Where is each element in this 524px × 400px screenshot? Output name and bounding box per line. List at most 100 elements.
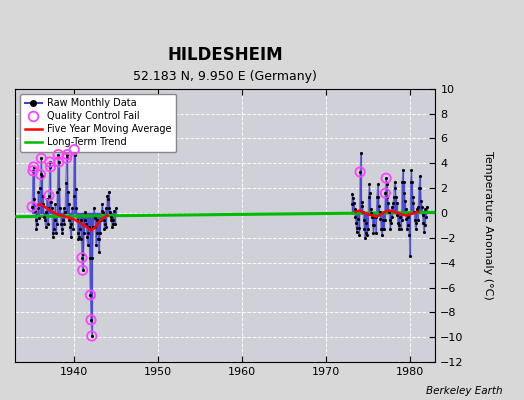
Point	[353, 228, 361, 235]
Point	[350, 200, 358, 206]
Point	[351, 214, 359, 220]
Point	[106, 214, 115, 220]
Point	[38, 172, 46, 179]
Point	[41, 224, 50, 230]
Point	[106, 208, 114, 215]
Point	[38, 192, 47, 199]
Point	[409, 200, 418, 206]
Point	[105, 205, 114, 211]
Point	[413, 206, 421, 212]
Point	[367, 210, 376, 216]
Point	[77, 217, 85, 224]
Point	[387, 204, 396, 210]
Point	[356, 169, 364, 175]
Point	[64, 201, 73, 208]
Point	[84, 230, 92, 236]
Point	[51, 201, 59, 208]
Point	[418, 204, 426, 210]
Point	[79, 267, 87, 273]
Point	[395, 222, 403, 229]
Point	[370, 214, 379, 220]
Point	[39, 201, 48, 208]
Point	[34, 205, 42, 211]
Point	[407, 166, 416, 173]
Point	[368, 214, 376, 220]
Point	[34, 189, 42, 195]
Point	[58, 230, 67, 236]
Point	[46, 164, 54, 170]
Point	[110, 207, 118, 214]
Point	[96, 217, 105, 224]
Point	[100, 226, 108, 232]
Point	[413, 217, 422, 224]
Point	[403, 222, 412, 229]
Point	[393, 212, 401, 219]
Point	[75, 226, 84, 232]
Point	[357, 150, 365, 156]
Point	[381, 190, 389, 196]
Point	[49, 234, 57, 240]
Point	[69, 192, 78, 199]
Point	[418, 212, 427, 219]
Point	[354, 216, 362, 222]
Point	[90, 205, 98, 211]
Point	[29, 164, 38, 170]
Point	[366, 190, 374, 196]
Y-axis label: Temperature Anomaly (°C): Temperature Anomaly (°C)	[483, 151, 493, 300]
Point	[52, 230, 60, 236]
Point	[60, 205, 68, 211]
Point	[412, 220, 420, 226]
Point	[414, 204, 422, 210]
Point	[415, 185, 423, 191]
Point	[363, 232, 372, 238]
Point	[45, 192, 53, 199]
Point	[403, 226, 411, 232]
Point	[37, 155, 46, 162]
Point	[74, 236, 83, 242]
Point	[375, 202, 383, 209]
Point	[62, 155, 71, 162]
Point	[399, 166, 407, 173]
Point	[57, 221, 65, 227]
Point	[399, 179, 408, 185]
Point	[103, 192, 112, 199]
Point	[71, 186, 80, 192]
Point	[64, 189, 72, 195]
Point	[374, 181, 382, 188]
Point	[406, 253, 414, 260]
Point	[410, 208, 418, 215]
Point	[405, 232, 413, 238]
Point	[88, 254, 96, 261]
Point	[397, 226, 405, 232]
Point	[391, 194, 400, 200]
Point	[90, 215, 99, 221]
Point	[54, 151, 62, 158]
Point	[405, 214, 413, 220]
Point	[36, 171, 45, 178]
Point	[40, 214, 48, 220]
Point	[92, 230, 101, 236]
Point	[43, 221, 52, 227]
Point	[377, 226, 385, 232]
Point	[364, 194, 373, 200]
Point	[357, 199, 366, 205]
Text: Berkeley Earth: Berkeley Earth	[427, 386, 503, 396]
Point	[383, 194, 391, 200]
Point	[82, 221, 90, 227]
Point	[54, 151, 62, 158]
Point	[376, 208, 384, 215]
Point	[31, 207, 39, 214]
Point	[81, 208, 90, 215]
Point	[28, 204, 36, 210]
Point	[60, 221, 69, 227]
Point	[79, 267, 87, 273]
Point	[370, 222, 378, 229]
Point	[382, 175, 390, 182]
Point	[374, 194, 383, 200]
Point	[63, 151, 71, 158]
Point	[46, 159, 54, 165]
Point	[36, 171, 45, 178]
Point	[62, 155, 71, 162]
Point	[355, 225, 363, 231]
Point	[364, 226, 372, 232]
